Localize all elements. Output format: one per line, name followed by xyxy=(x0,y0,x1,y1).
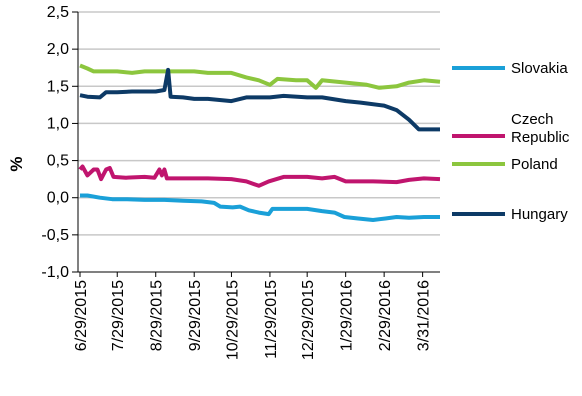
series-line-czech-republic xyxy=(78,164,441,188)
y-tick-label: 0,0 xyxy=(47,190,69,207)
axes: -1,0 -0,5 0,0 0,5 1,0 1,5 2,0 2,5 6/29/2015 7/29/… xyxy=(41,4,440,360)
x-tick-label: 10/29/2015 xyxy=(224,280,241,360)
x-tick-label: 1/29/2016 xyxy=(339,280,356,351)
x-tick-label: 12/29/2015 xyxy=(300,280,317,360)
y-tick-label: 1,5 xyxy=(47,78,69,95)
legend-label: Poland xyxy=(511,156,558,173)
y-axis-title: % xyxy=(7,156,26,171)
x-tick-label: 3/31/2016 xyxy=(416,280,433,351)
series-line-hungary xyxy=(79,67,440,132)
x-tick-label: 6/29/2015 xyxy=(73,280,90,351)
series-lines xyxy=(78,63,441,222)
y-tick-label: -0,5 xyxy=(41,227,69,244)
y-tick-label: 2,5 xyxy=(47,4,69,21)
legend: Slovakia Czech Republic Poland Hungary xyxy=(452,60,570,223)
series-line-slovakia xyxy=(80,193,440,222)
y-tick-label: 2,0 xyxy=(47,41,69,58)
series-line-poland xyxy=(79,63,441,90)
x-tick-label: 11/29/2015 xyxy=(263,280,280,359)
x-tick-label: 2/29/2016 xyxy=(377,280,394,351)
legend-label: Hungary xyxy=(511,206,568,223)
x-tick-label: 7/29/2015 xyxy=(110,280,127,351)
x-tick-label: 9/29/2015 xyxy=(187,280,204,351)
x-tick-label: 8/29/2015 xyxy=(149,280,166,351)
y-tick-label: -1,0 xyxy=(41,264,69,281)
legend-label: Slovakia xyxy=(511,60,568,77)
y-tick-label: 0,5 xyxy=(47,153,69,170)
y-tick-label: 1,0 xyxy=(47,115,69,132)
legend-label: Czech Republic xyxy=(511,111,570,146)
